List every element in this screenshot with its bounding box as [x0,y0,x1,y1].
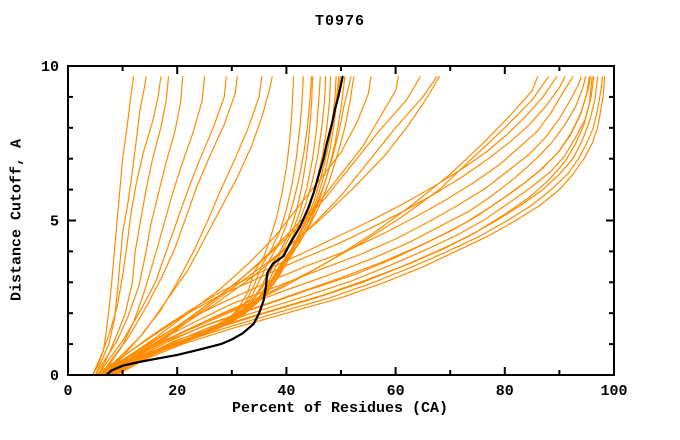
model-curve [100,76,558,376]
model-curve [97,76,227,376]
model-curve [100,76,421,376]
x-tick-label: 20 [168,383,186,400]
model-curve [113,76,604,376]
model-curve [105,76,550,376]
model-curve [91,76,162,376]
model-curve [100,76,582,376]
x-tick-label: 40 [277,383,295,400]
model-curve [94,76,184,376]
x-tick-label: 100 [600,383,627,400]
model-curve [105,76,273,376]
x-axis-label: Percent of Residues (CA) [231,400,449,417]
model-curve [111,76,352,376]
model-curve [113,76,355,376]
x-tick-label: 80 [496,383,514,400]
model-curve [116,76,606,376]
model-curve [91,76,135,376]
model-curve [116,76,440,376]
model-curve [108,76,595,376]
model-curve [100,76,539,376]
model-curve [105,76,591,376]
y-axis-label: Distance Cutoff, A [8,138,26,302]
highlighted-model-curve [105,75,344,377]
model-curve [94,76,147,376]
model-curve [105,76,340,376]
y-tick-label: 10 [41,59,59,76]
model-curve [97,76,574,376]
plot-title: T0976 [314,13,365,30]
x-tick-label: 0 [63,383,72,400]
model-curve [100,76,238,376]
model-curve [111,76,399,376]
model-curve [105,76,372,376]
model-curve [100,76,263,376]
model-curve [105,76,342,376]
y-tick-label: 5 [50,214,59,231]
model-curve [111,76,593,376]
y-tick-label: 0 [50,368,59,385]
axis-frame [67,65,615,376]
model-curve [97,76,170,376]
model-curve [111,76,599,376]
x-tick-label: 60 [387,383,405,400]
model-curve [94,76,566,376]
